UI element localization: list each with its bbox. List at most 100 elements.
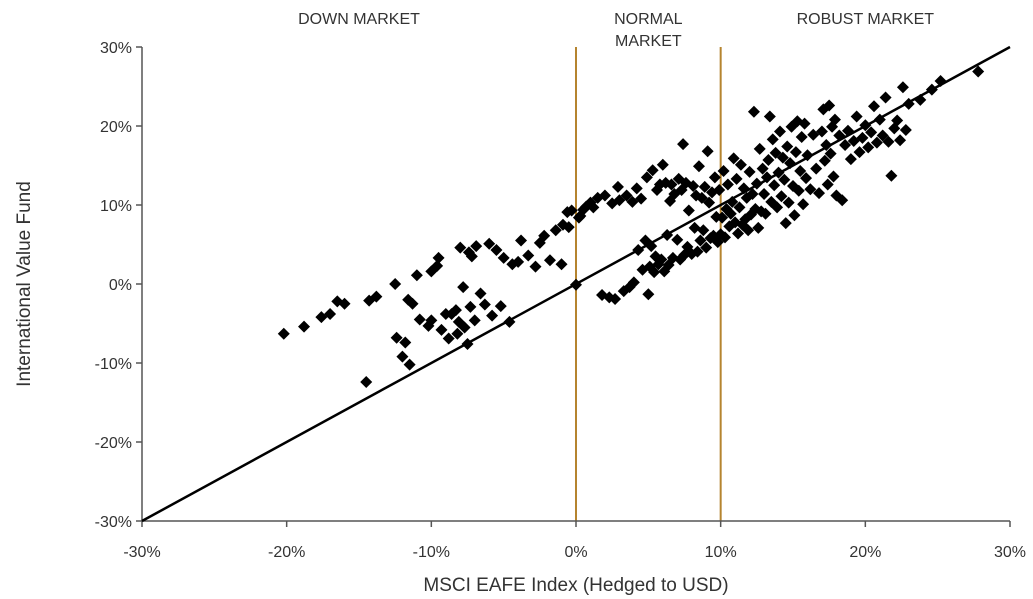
data-point [743,165,756,178]
data-point [565,204,578,217]
data-point [794,165,807,178]
data-point [645,240,658,253]
x-tick-label: 20% [849,544,881,561]
data-point [844,153,857,166]
data-point [763,110,776,123]
y-axis-title: International Value Fund [14,181,35,387]
data-point [413,313,426,326]
data-point [464,300,477,313]
data-point [717,165,730,178]
data-point [865,126,878,139]
data-point [800,172,813,185]
region-label-line: NORMAL [614,11,683,28]
region-labels: DOWN MARKET NORMAL MARKET ROBUST MARKET [298,11,934,50]
data-point [879,91,892,104]
data-point [646,164,659,177]
data-point [716,211,729,224]
data-point [609,293,622,306]
data-point [406,297,419,310]
data-point [665,178,678,191]
y-tick-label: 30% [100,40,132,57]
data-point [703,196,716,209]
data-point [671,233,684,246]
data-point [432,251,445,264]
x-tick-label: -10% [413,544,450,561]
data-point [839,138,852,151]
data-point [759,207,772,220]
x-tick-label: 0% [564,544,587,561]
data-point [677,138,690,151]
data-point [543,254,556,267]
data-point [630,182,643,195]
data-point [562,221,575,234]
data-point [746,187,759,200]
data-point [804,183,817,196]
data-point [298,320,311,333]
data-point [598,189,611,202]
data-point [648,266,661,279]
axes [136,46,1011,527]
data-point [762,153,775,166]
data-point [781,140,794,153]
data-point [396,350,409,363]
data-point [836,194,849,207]
data-point [403,358,416,371]
data-point [734,158,747,171]
data-point [752,221,765,234]
region-lines [575,47,722,521]
data-point [587,201,600,214]
data-point [512,255,525,268]
data-point [627,276,640,289]
data-point [756,162,769,175]
data-point [688,221,701,234]
data-point [766,133,779,146]
data-point [732,227,745,240]
data-point [797,198,810,211]
data-point [490,244,503,257]
x-tick-labels: -30% -20% -10% 0% 10% 20% 30% [123,544,1026,561]
data-point [828,113,841,126]
data-point [795,131,808,144]
data-point [727,152,740,165]
data-point [876,129,889,142]
data-point [694,234,707,247]
data-point [870,136,883,149]
data-point [449,304,462,317]
data-point [549,224,562,237]
data-point [399,336,412,349]
data-point [700,241,713,254]
region-label: ROBUST MARKET [797,11,935,28]
data-point [458,321,471,334]
data-point [792,184,805,197]
data-point [768,179,781,192]
data-point [522,249,535,262]
data-point [782,196,795,209]
data-point [788,209,801,222]
data-point [454,241,467,254]
data-point [882,135,895,148]
data-point [435,323,448,336]
data-point [494,300,507,313]
data-point [682,204,695,217]
data-point [813,187,826,200]
data-point [758,187,771,200]
data-point [747,105,760,118]
data-point [779,217,792,230]
data-point [431,259,444,272]
data-point [465,250,478,263]
data-point [478,298,491,311]
data-point [719,231,732,244]
data-point [691,245,704,258]
data-point [338,297,351,310]
data-point [821,178,834,191]
data-point [370,290,383,303]
data-point [773,125,786,138]
x-axis-title: MSCI EAFE Index (Hedged to USD) [423,575,728,596]
data-point [810,162,823,175]
data-point [771,201,784,214]
data-point [815,125,828,138]
data-point [529,260,542,273]
data-point [390,331,403,344]
data-point [687,180,700,193]
data-point [692,160,705,173]
